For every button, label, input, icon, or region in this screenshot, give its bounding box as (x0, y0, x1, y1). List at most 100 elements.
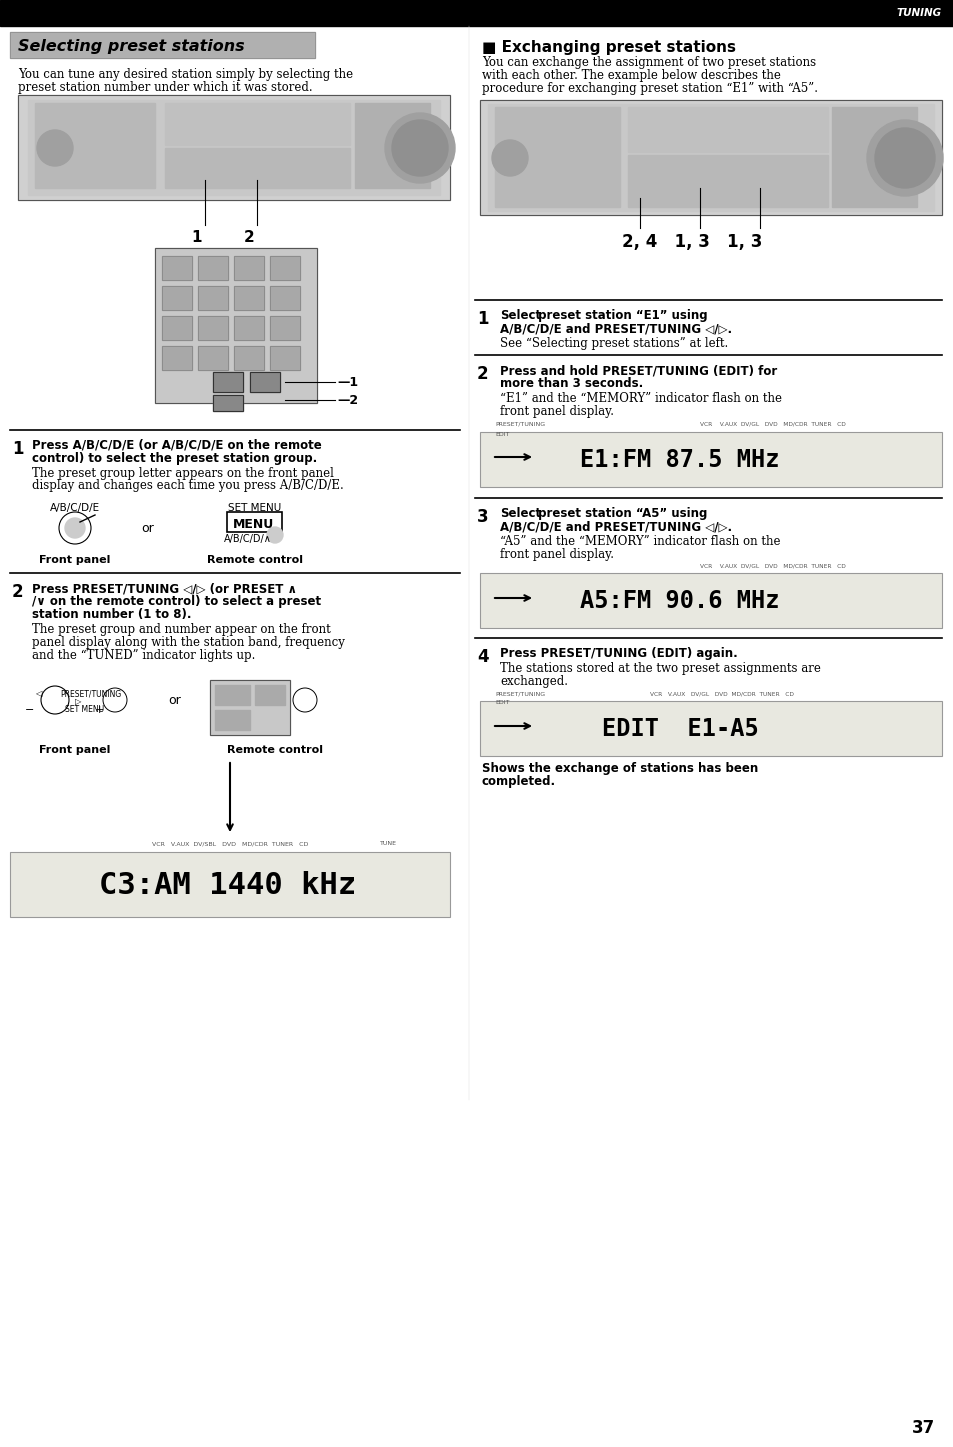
Circle shape (385, 113, 455, 182)
Text: PRESET/TUNING: PRESET/TUNING (495, 421, 544, 425)
Bar (165, 148, 350, 188)
Text: Press PRESET/TUNING ◁/▷ (or PRESET ∧: Press PRESET/TUNING ◁/▷ (or PRESET ∧ (32, 582, 296, 595)
Bar (210, 680, 290, 735)
Text: procedure for exchanging preset station “E1” with “A5”.: procedure for exchanging preset station … (481, 82, 817, 96)
Bar (233, 346, 264, 370)
Text: 1: 1 (192, 230, 202, 245)
Text: ■ Exchanging preset stations: ■ Exchanging preset stations (481, 41, 735, 55)
Text: VCR    V.AUX  DV/GL   DVD   MD/CDR  TUNER   CD: VCR V.AUX DV/GL DVD MD/CDR TUNER CD (700, 563, 845, 569)
Text: TUNE: TUNE (379, 841, 396, 846)
Text: 4: 4 (476, 648, 488, 666)
Text: The preset group letter appears on the front panel: The preset group letter appears on the f… (32, 467, 334, 480)
Text: panel display along with the station band, frequency: panel display along with the station ban… (32, 637, 345, 650)
Bar (10, 852, 450, 917)
Text: EDIT: EDIT (495, 700, 509, 705)
Bar (831, 107, 916, 207)
Bar (233, 256, 264, 281)
Text: with each other. The example below describes the: with each other. The example below descr… (481, 69, 781, 82)
Bar (154, 247, 316, 404)
Bar (250, 372, 280, 392)
Text: VCR    V.AUX  DV/GL   DVD   MD/CDR  TUNER   CD: VCR V.AUX DV/GL DVD MD/CDR TUNER CD (700, 421, 845, 425)
Text: more than 3 seconds.: more than 3 seconds. (499, 378, 642, 391)
Text: Front panel: Front panel (39, 556, 111, 564)
Bar (162, 315, 192, 340)
Bar (162, 256, 192, 281)
Bar (270, 315, 299, 340)
Bar (495, 107, 619, 207)
Text: −: − (25, 705, 34, 715)
Bar (214, 684, 250, 705)
Text: 3: 3 (476, 508, 488, 527)
Text: 1: 1 (12, 440, 24, 459)
Text: You can exchange the assignment of two preset stations: You can exchange the assignment of two p… (481, 56, 815, 69)
Text: A/B/C/D/E and PRESET/TUNING ◁/▷.: A/B/C/D/E and PRESET/TUNING ◁/▷. (499, 519, 731, 532)
Text: C3:AM 1440 kHz: C3:AM 1440 kHz (99, 871, 356, 900)
Bar (479, 700, 941, 755)
Text: Shows the exchange of stations has been: Shows the exchange of stations has been (481, 763, 758, 776)
Bar (198, 315, 228, 340)
Text: exchanged.: exchanged. (499, 674, 567, 687)
Bar (198, 315, 228, 340)
Text: preset station “E1” using: preset station “E1” using (534, 310, 707, 323)
Text: 2, 4   1, 3   1, 3: 2, 4 1, 3 1, 3 (621, 233, 761, 250)
Text: “E1” and the “MEMORY” indicator flash on the: “E1” and the “MEMORY” indicator flash on… (499, 392, 781, 405)
Bar (479, 573, 941, 628)
Text: preset station “A5” using: preset station “A5” using (534, 506, 706, 519)
Circle shape (492, 140, 527, 177)
Text: Press A/B/C/D/E (or A/B/C/D/E on the remote: Press A/B/C/D/E (or A/B/C/D/E on the rem… (32, 438, 321, 451)
Circle shape (267, 527, 283, 543)
Text: front panel display.: front panel display. (499, 548, 614, 561)
Text: The stations stored at the two preset assignments are: The stations stored at the two preset as… (499, 661, 820, 674)
Bar (10, 841, 450, 852)
Bar (35, 103, 154, 188)
Bar (227, 512, 282, 532)
Text: —2: —2 (336, 394, 357, 407)
Bar (198, 346, 228, 370)
Bar (254, 684, 285, 705)
Text: station number (1 to 8).: station number (1 to 8). (32, 608, 192, 621)
Bar (10, 32, 314, 58)
Circle shape (866, 120, 942, 195)
Bar (213, 372, 243, 392)
Bar (488, 104, 933, 211)
Bar (479, 433, 941, 488)
Bar (233, 256, 264, 281)
Bar (210, 680, 290, 735)
Bar (198, 256, 228, 281)
Text: MENU: MENU (233, 518, 274, 531)
Bar (479, 420, 941, 433)
Bar (270, 346, 299, 370)
Text: or: or (169, 693, 181, 706)
Text: and the “TUNED” indicator lights up.: and the “TUNED” indicator lights up. (32, 650, 255, 661)
Bar (270, 256, 299, 281)
Text: 2: 2 (12, 583, 24, 601)
Text: 1: 1 (476, 310, 488, 328)
Text: A/B/C/D/∧: A/B/C/D/∧ (224, 534, 272, 544)
Bar (214, 710, 250, 729)
Circle shape (392, 120, 448, 177)
Text: —1: —1 (336, 376, 357, 388)
Bar (270, 287, 299, 310)
Text: TUNING: TUNING (896, 9, 941, 17)
Bar (162, 256, 192, 281)
Text: VCR   V.AUX   DV/GL   DVD  MD/CDR  TUNER   CD: VCR V.AUX DV/GL DVD MD/CDR TUNER CD (649, 692, 793, 696)
Bar (18, 96, 450, 200)
Text: +: + (95, 705, 104, 715)
Bar (250, 372, 280, 392)
Text: A/B/C/D/E and PRESET/TUNING ◁/▷.: A/B/C/D/E and PRESET/TUNING ◁/▷. (499, 323, 731, 336)
Bar (270, 315, 299, 340)
Bar (233, 287, 264, 310)
Bar (213, 395, 243, 411)
Bar (18, 96, 450, 200)
Bar (355, 103, 430, 188)
Text: or: or (141, 521, 154, 534)
Text: A5:FM 90.6 MHz: A5:FM 90.6 MHz (579, 589, 779, 614)
Bar (162, 287, 192, 310)
Text: completed.: completed. (481, 776, 556, 789)
Text: 37: 37 (911, 1420, 934, 1437)
Bar (198, 256, 228, 281)
Text: ◁: ◁ (35, 690, 42, 699)
Text: Press PRESET/TUNING (EDIT) again.: Press PRESET/TUNING (EDIT) again. (499, 647, 737, 660)
Bar (627, 107, 827, 152)
Text: SET MENU: SET MENU (65, 706, 104, 715)
